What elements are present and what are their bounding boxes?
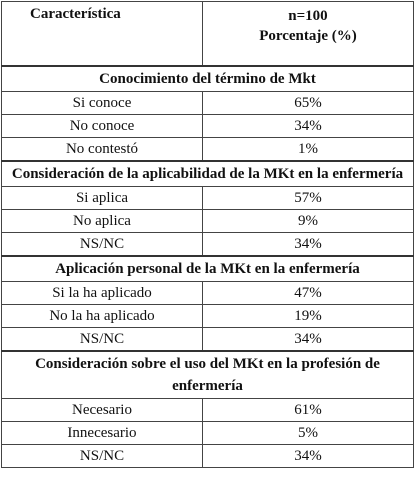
row-value: 1% — [202, 137, 414, 162]
row-label: No aplica — [1, 209, 203, 233]
data-row: Necesario 61% — [1, 398, 414, 422]
row-label: NS/NC — [1, 232, 203, 257]
row-label: Si aplica — [1, 186, 203, 210]
row-label: No conoce — [1, 114, 203, 138]
data-row: Si la ha aplicado 47% — [1, 281, 414, 305]
header-cell: Característica — [1, 1, 203, 67]
data-row: NS/NC 34% — [1, 444, 414, 468]
data-row: No contestó 1% — [1, 137, 414, 162]
row-label: Si conoce — [1, 91, 203, 115]
data-row: No aplica 9% — [1, 209, 414, 233]
row-label: NS/NC — [1, 444, 203, 468]
row-value: 19% — [202, 304, 414, 328]
section-title: Consideración sobre el uso del MKt en la… — [1, 350, 414, 399]
row-label: Innecesario — [1, 421, 203, 445]
data-row: No conoce 34% — [1, 114, 414, 138]
data-row: Innecesario 5% — [1, 421, 414, 445]
data-row: No la ha aplicado 19% — [1, 304, 414, 328]
row-value: 9% — [202, 209, 414, 233]
header-line: Porcentaje (%) — [259, 28, 357, 44]
row-value: 65% — [202, 91, 414, 115]
section-title: Consideración de la aplicabilidad de la … — [1, 160, 414, 187]
row-value: 34% — [202, 327, 414, 352]
data-row: NS/NC 34% — [1, 327, 414, 352]
section-title: Aplicación personal de la MKt en la enfe… — [1, 255, 414, 282]
data-row: NS/NC 34% — [1, 232, 414, 257]
row-value: 61% — [202, 398, 414, 422]
row-label: NS/NC — [1, 327, 203, 352]
row-value: 34% — [202, 232, 414, 257]
section-row: Conocimiento del término de Mkt — [1, 65, 414, 92]
header-line: n=100 — [288, 8, 328, 24]
row-value: 34% — [202, 114, 414, 138]
section-row: Consideración sobre el uso del MKt en la… — [1, 350, 414, 399]
row-label: No la ha aplicado — [1, 304, 203, 328]
header-row: Característica n=100 Porcentaje (%) — [1, 1, 414, 67]
header-cell: n=100 Porcentaje (%) — [202, 1, 414, 67]
row-value: 47% — [202, 281, 414, 305]
row-value: 57% — [202, 186, 414, 210]
row-label: No contestó — [1, 137, 203, 162]
data-row: Si conoce 65% — [1, 91, 414, 115]
row-value: 5% — [202, 421, 414, 445]
row-value: 34% — [202, 444, 414, 468]
row-label: Necesario — [1, 398, 203, 422]
section-row: Consideración de la aplicabilidad de la … — [1, 160, 414, 187]
section-row: Aplicación personal de la MKt en la enfe… — [1, 255, 414, 282]
row-label: Si la ha aplicado — [1, 281, 203, 305]
data-row: Si aplica 57% — [1, 186, 414, 210]
results-table: Característica n=100 Porcentaje (%) Cono… — [1, 1, 414, 468]
section-title: Conocimiento del término de Mkt — [1, 65, 414, 92]
